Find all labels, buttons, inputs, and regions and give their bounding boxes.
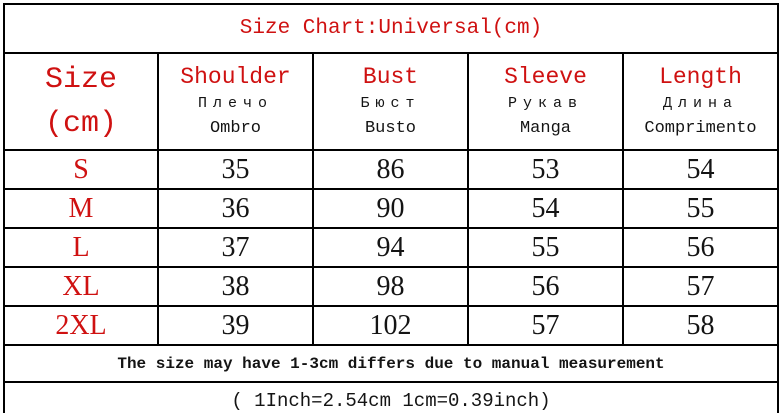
length-cell: 54 [622,149,779,190]
column-header-length: Length Длина Comprimento [622,52,779,151]
length-cell: 56 [622,227,779,268]
header-ru: Бюст [360,94,421,112]
size-cell: 2XL [3,305,159,346]
bust-cell: 90 [312,188,469,229]
header-en: Length [659,63,742,90]
column-header-sleeve: Sleeve Рукав Manga [467,52,624,151]
shoulder-cell: 38 [157,266,314,307]
size-cell: S [3,149,159,190]
bust-cell: 102 [312,305,469,346]
table-row-l: L 37 94 55 56 [3,227,779,268]
conversion-note-row: ( 1Inch=2.54cm 1cm=0.39inch) [3,381,779,413]
header-ru: Длина [662,94,738,112]
column-header-bust: Bust Бюст Busto [312,52,469,151]
size-chart-table: Size Chart:Universal(cm) Size (cm) Shoul… [3,3,779,413]
shoulder-cell: 36 [157,188,314,229]
header-en: Sleeve [504,63,587,90]
shoulder-cell: 39 [157,305,314,346]
shoulder-cell: 37 [157,227,314,268]
header-pt: Ombro [209,118,261,138]
bust-cell: 86 [312,149,469,190]
title-row: Size Chart:Universal(cm) [3,3,779,54]
table-row-2xl: 2XL 39 102 57 58 [3,305,779,346]
conversion-note: ( 1Inch=2.54cm 1cm=0.39inch) [3,381,779,413]
size-cell: L [3,227,159,268]
chart-title: Size Chart:Universal(cm) [3,3,779,54]
header-ru: Плечо [197,94,273,112]
sleeve-cell: 54 [467,188,624,229]
measurement-note-row: The size may have 1-3cm differs due to m… [3,344,779,383]
shoulder-cell: 35 [157,149,314,190]
header-pt: Manga [519,118,571,138]
sleeve-cell: 55 [467,227,624,268]
column-header-shoulder: Shoulder Плечо Ombro [157,52,314,151]
size-cell: XL [3,266,159,307]
sleeve-cell: 53 [467,149,624,190]
header-pt: Busto [364,118,416,138]
header-en: Shoulder [180,63,291,90]
table-row-m: M 36 90 54 55 [3,188,779,229]
length-cell: 55 [622,188,779,229]
header-row: Size (cm) Shoulder Плечо Ombro Bust Бюст… [3,52,779,151]
bust-cell: 98 [312,266,469,307]
header-en: Bust [362,63,419,90]
sleeve-cell: 57 [467,305,624,346]
bust-cell: 94 [312,227,469,268]
size-header-label: Size [44,62,117,97]
size-cell: M [3,188,159,229]
table-row-xl: XL 38 98 56 57 [3,266,779,307]
measurement-note: The size may have 1-3cm differs due to m… [3,344,779,383]
table-row-s: S 35 86 53 54 [3,149,779,190]
sleeve-cell: 56 [467,266,624,307]
header-ru: Рукав [507,94,583,112]
length-cell: 57 [622,266,779,307]
length-cell: 58 [622,305,779,346]
column-header-size: Size (cm) [3,52,159,151]
header-pt: Comprimento [644,118,757,138]
size-header-unit: (cm) [44,106,117,141]
